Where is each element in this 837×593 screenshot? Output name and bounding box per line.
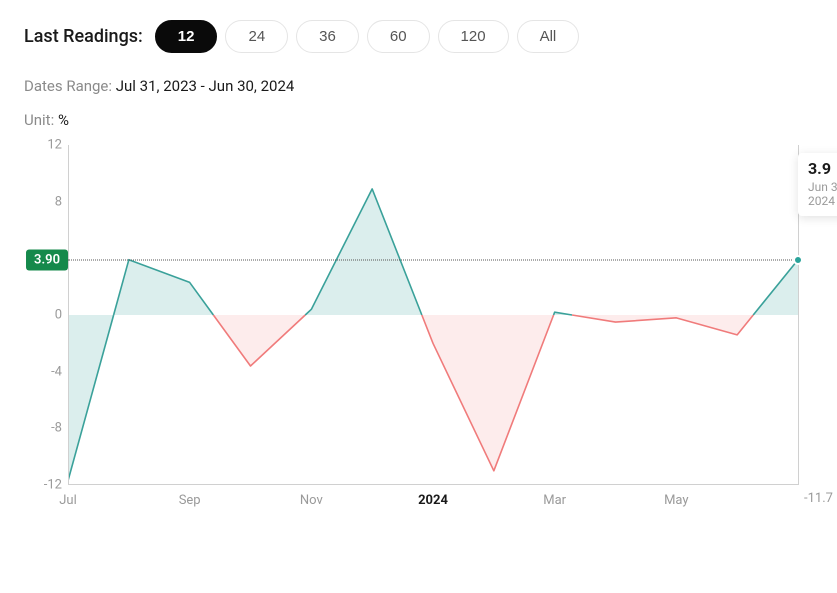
readings-label: Last Readings: [24, 26, 143, 47]
unit: Unit: % [24, 111, 813, 129]
chart-svg [68, 145, 798, 485]
chart-plot-area[interactable]: -12-8-40812JulSepNov2024MarMay3.903.98.9… [68, 145, 798, 485]
x-tick: Mar [543, 485, 566, 508]
readings-option-36[interactable]: 36 [296, 20, 359, 53]
readings-option-12[interactable]: 12 [155, 20, 218, 53]
dates-range-label: Dates Range: [24, 77, 112, 95]
dates-range-value: Jul 31, 2023 - Jun 30, 2024 [116, 77, 295, 95]
chart: -12-8-40812JulSepNov2024MarMay3.903.98.9… [24, 145, 814, 545]
range-min-label: -11.7 [804, 491, 833, 506]
readings-option-60[interactable]: 60 [367, 20, 430, 53]
y-tick: 8 [55, 194, 68, 209]
x-tick: Nov [300, 485, 323, 508]
y-tick: -4 [51, 364, 68, 379]
chart-y-axis-line [68, 145, 69, 485]
readings-option-120[interactable]: 120 [438, 20, 509, 53]
x-tick: 2024 [418, 485, 448, 508]
unit-label: Unit: [24, 111, 54, 129]
tooltip-main-value: 3.9 [808, 159, 831, 178]
x-tick: Jul [59, 485, 77, 508]
x-tick: May [664, 485, 688, 508]
readings-pill-group: 12243660120All [155, 20, 579, 53]
y-tick: 0 [55, 308, 68, 323]
readings-option-all[interactable]: All [517, 20, 580, 53]
annotation-line [68, 259, 798, 260]
cursor-marker [793, 255, 803, 265]
dates-range: Dates Range: Jul 31, 2023 - Jun 30, 2024 [24, 77, 813, 95]
annotation-badge: 3.90 [26, 249, 68, 270]
unit-value: % [58, 111, 69, 129]
cursor-tooltip: 3.98.9Jun 30, 2024 [798, 153, 837, 216]
tooltip-date: Jun 30, 2024 [808, 180, 837, 208]
y-tick: -8 [51, 421, 68, 436]
readings-option-24[interactable]: 24 [225, 20, 288, 53]
x-tick: Sep [179, 485, 201, 508]
y-tick: 12 [47, 138, 68, 153]
